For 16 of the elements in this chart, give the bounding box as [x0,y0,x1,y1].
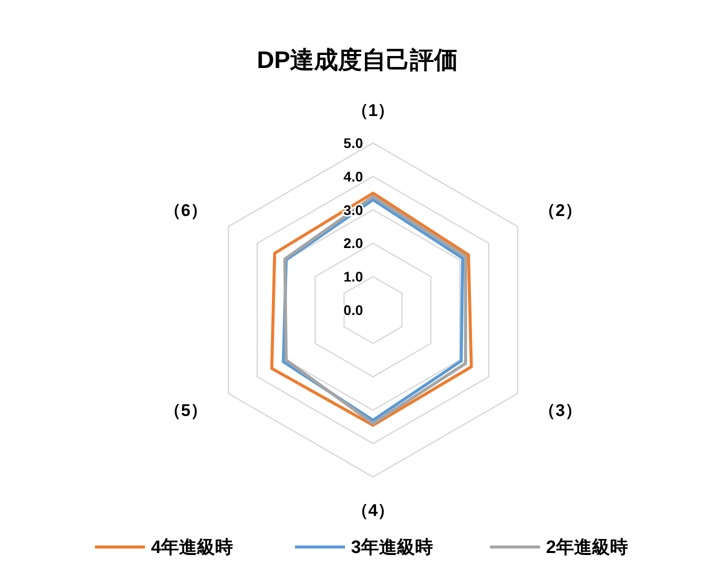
legend-label: 2年進級時 [546,537,628,557]
y-tick-label: 2.0 [344,235,364,252]
spoke-label: （3） [538,401,582,420]
legend-label: 4年進級時 [151,537,234,557]
spoke-label: （5） [164,401,208,420]
legend-label: 3年進級時 [351,537,434,557]
y-tick-label: 5.0 [344,135,364,151]
y-tick-label: 4.0 [344,168,364,184]
chart-title: DP達成度自己評価 [256,47,458,74]
spoke-label: （4） [351,501,395,520]
spoke-label: （6） [164,201,208,220]
spoke-label: （2） [538,201,582,220]
y-tick-label: 0.0 [344,302,364,318]
y-tick-label: 3.0 [344,202,364,218]
y-tick-label: 1.0 [344,268,364,285]
spoke-label: （1） [351,101,395,120]
